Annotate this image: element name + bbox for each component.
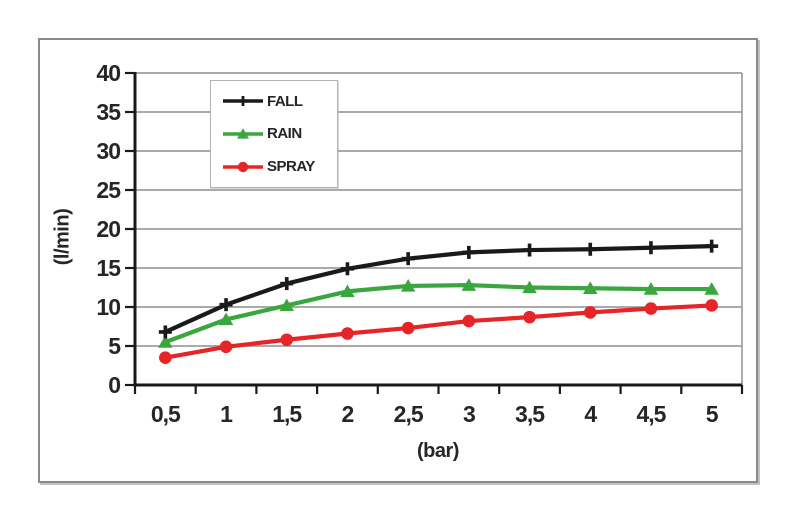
x-tick-label: 5	[706, 401, 719, 427]
x-tick-label: 2	[342, 401, 354, 427]
marker-plus	[401, 256, 415, 261]
marker-circle	[462, 314, 476, 328]
marker-plus	[340, 266, 354, 271]
y-tick-label: 20	[96, 216, 120, 242]
chart-frame: 0 5 10 15 20 25 30 35 40 0,5 1 1,5 2 2,5 3 3,5 4 4,5 5 (l/…	[38, 38, 758, 483]
marker-triangle	[279, 298, 294, 312]
series-line	[163, 303, 714, 360]
y-axis-title-text: (l/min)	[51, 208, 74, 266]
x-tick-label: 4,5	[636, 401, 666, 427]
y-tick-label: 25	[96, 177, 121, 203]
x-tick-label: 1,5	[272, 401, 302, 427]
legend-label-spray: SPRAY	[267, 158, 315, 176]
fall-line-marker-icon	[223, 96, 263, 107]
x-tick-label: 0,5	[151, 401, 181, 427]
marker-circle	[705, 299, 718, 312]
marker-triangle	[643, 282, 659, 295]
y-tick-label: 10	[96, 294, 120, 320]
spray-line-marker-icon	[223, 161, 263, 172]
marker-circle	[219, 340, 233, 354]
y-tick-label: 5	[108, 333, 121, 359]
y-tick-label: 0	[108, 372, 120, 398]
marker-triangle	[218, 312, 234, 326]
marker-plus	[644, 245, 658, 250]
y-tick-label: 30	[96, 138, 120, 164]
x-tick-label: 1	[220, 401, 233, 427]
x-tick-label: 3,5	[515, 401, 545, 427]
marker-plus	[583, 247, 597, 252]
rain-line-marker-icon	[223, 128, 263, 139]
legend-entry-rain: RAIN	[221, 125, 337, 143]
marker-plus	[523, 248, 537, 252]
x-axis-title: (bar)	[417, 440, 459, 462]
marker-triangle	[522, 280, 537, 294]
marker-plus	[158, 330, 172, 334]
marker-plus	[238, 99, 248, 103]
marker-plus	[705, 244, 719, 248]
plot-area: 0 5 10 15 20 25 30 35 40 0,5 1 1,5 2 2,5 3 3,5 4 4,5 5	[96, 60, 744, 427]
y-tick-label: 35	[96, 99, 121, 125]
legend-entry-fall: FALL	[221, 92, 337, 110]
legend-label-rain: RAIN	[267, 125, 302, 143]
marker-plus	[219, 302, 233, 307]
y-tick-label: 15	[96, 255, 121, 281]
marker-triangle	[400, 279, 416, 292]
marker-circle	[401, 321, 415, 335]
marker-circle	[280, 333, 294, 347]
marker-circle	[583, 306, 597, 319]
legend-entry-spray: SPRAY	[221, 158, 337, 176]
series-fall	[158, 239, 719, 339]
x-tick-label: 2,5	[394, 401, 424, 427]
series-rain	[158, 278, 719, 348]
series-line	[163, 244, 714, 335]
marker-plus	[280, 281, 294, 286]
x-tick-label: 4	[584, 401, 597, 427]
marker-plus	[462, 250, 476, 255]
legend: FALL RAIN SPRAY	[210, 80, 338, 188]
marker-circle	[159, 351, 172, 365]
marker-circle	[237, 161, 249, 172]
marker-circle	[341, 327, 354, 340]
marker-triangle	[461, 278, 477, 291]
x-tick-label: 3	[463, 401, 475, 427]
y-axis-title: (l/min)	[52, 209, 75, 266]
marker-circle	[523, 310, 536, 324]
series-line	[163, 283, 714, 345]
marker-circle	[644, 302, 658, 315]
legend-label-fall: FALL	[267, 92, 303, 110]
marker-triangle	[237, 128, 249, 139]
marker-triangle	[340, 284, 355, 298]
marker-triangle	[704, 282, 719, 295]
marker-triangle	[583, 281, 598, 294]
series-spray	[159, 299, 718, 365]
y-tick-label: 40	[96, 60, 120, 86]
marker-triangle	[158, 335, 173, 348]
